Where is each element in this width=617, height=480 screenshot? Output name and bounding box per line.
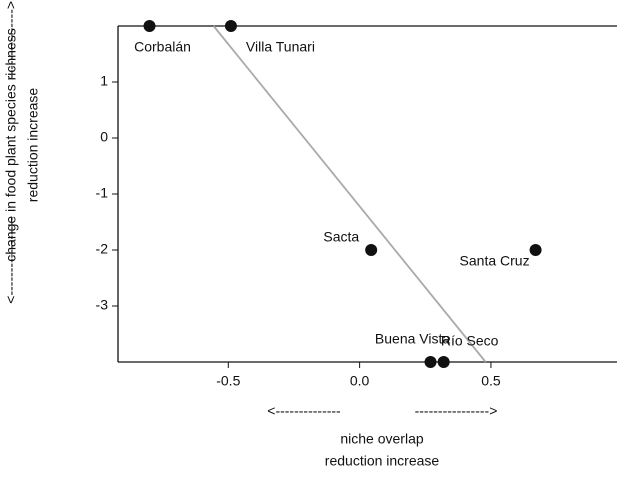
y-axis-label: change in food plant species richness — [3, 28, 19, 261]
x-axis-label: niche overlap — [340, 431, 423, 447]
point — [365, 244, 378, 256]
y-arrow-down: <----------------- — [3, 216, 19, 304]
y-arrow-up: ---------------> — [3, 1, 19, 79]
x-axis-sublabel: reduction increase — [325, 453, 440, 469]
x-tick-label: -0.5 — [216, 373, 240, 389]
y-tick-label: -3 — [96, 297, 109, 313]
point-label: Río Seco — [441, 333, 499, 349]
point — [424, 356, 437, 368]
y-tick-label: -1 — [96, 185, 109, 201]
y-tick-label: 0 — [100, 129, 108, 145]
point — [529, 244, 542, 256]
y-axis-sublabel: reduction increase — [25, 88, 41, 203]
y-tick-label: 1 — [100, 73, 108, 89]
point-label: Santa Cruz — [460, 253, 530, 269]
point-label: Corbalán — [134, 39, 191, 55]
x-tick-label: 0.5 — [481, 373, 501, 389]
point-label: Sacta — [323, 229, 359, 245]
point — [437, 356, 450, 368]
point — [143, 20, 156, 32]
point-label: Buena Vista — [375, 331, 450, 347]
point-label: Villa Tunari — [246, 39, 315, 55]
point — [224, 20, 237, 32]
x-arrow-left: <-------------- — [267, 403, 341, 419]
x-tick-label: 0.0 — [350, 373, 370, 389]
trend-line — [212, 25, 487, 363]
x-arrow-right: ----------------> — [415, 403, 498, 419]
y-tick-label: -2 — [96, 241, 109, 257]
